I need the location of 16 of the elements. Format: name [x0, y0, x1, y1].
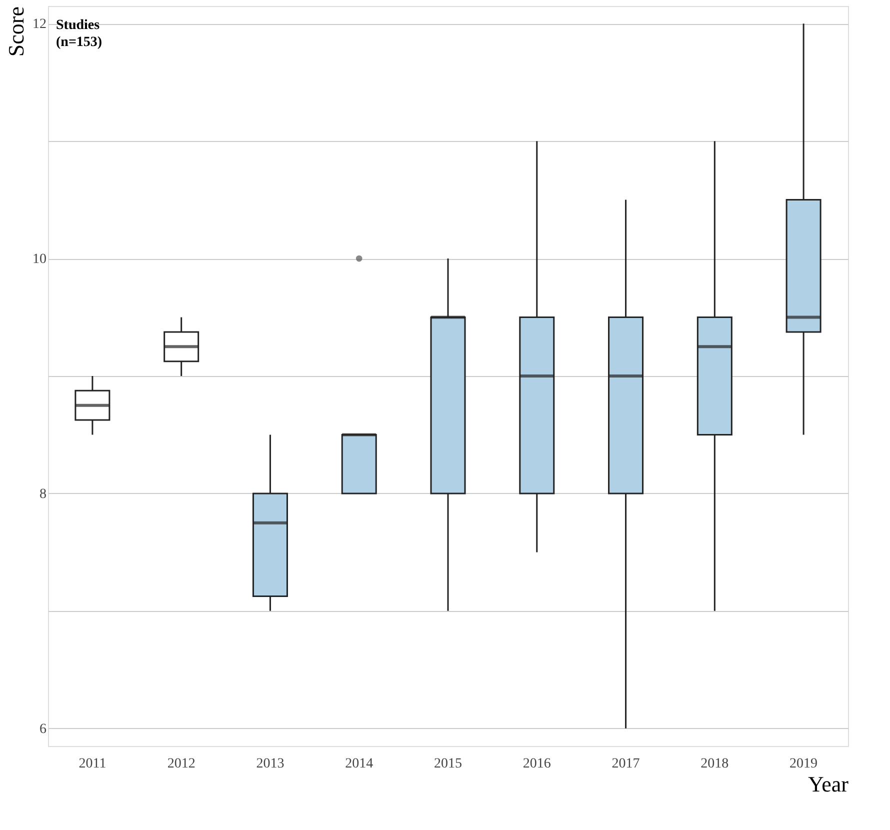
x-axis-title: Year: [808, 772, 850, 796]
x-tick-label: 2015: [434, 756, 462, 772]
y-axis-title: Score: [4, 6, 28, 57]
x-tick-label: 2013: [256, 756, 284, 772]
x-tick-label: 2016: [522, 756, 551, 772]
x-tick-label: 2019: [790, 756, 818, 772]
x-tick-label: 2012: [167, 756, 196, 772]
y-tick-label: 10: [32, 252, 46, 268]
y-tick-label: 12: [32, 17, 46, 32]
y-tick-label: 8: [40, 486, 46, 502]
x-tick-label: 2011: [78, 756, 106, 772]
x-tick-label: 2017: [612, 756, 640, 772]
x-tick-label: 2018: [700, 756, 729, 772]
annotation: Studies (n=153): [56, 18, 102, 50]
x-tick-label: 2014: [345, 756, 374, 772]
y-tick-label: 6: [40, 722, 46, 737]
